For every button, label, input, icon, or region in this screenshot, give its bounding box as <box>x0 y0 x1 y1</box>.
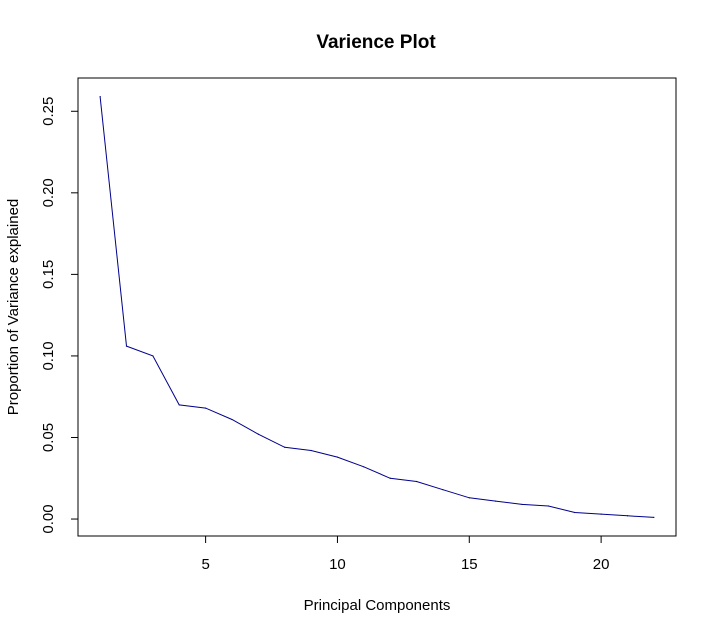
y-axis: 0.00 0.05 0.10 0.15 0.20 0.25 <box>40 97 79 534</box>
y-tick-label: 0.00 <box>40 504 57 533</box>
data-point <box>415 480 418 483</box>
data-point <box>125 345 128 347</box>
x-tick-label: 15 <box>461 556 478 573</box>
x-axis: 5 10 15 20 <box>201 535 610 573</box>
data-point <box>205 407 207 409</box>
x-axis-label: Principal Components <box>304 597 451 614</box>
y-tick-label: 0.20 <box>40 178 57 207</box>
y-tick-label: 0.15 <box>40 260 57 289</box>
data-point <box>257 433 259 435</box>
chart-title: Varience Plot <box>316 32 436 53</box>
data-point <box>521 503 523 505</box>
series-line <box>99 96 654 518</box>
data-point <box>310 449 312 452</box>
data-point <box>468 497 470 499</box>
x-tick-label: 5 <box>201 556 209 573</box>
data-point <box>389 477 391 479</box>
data-point <box>547 505 549 507</box>
y-tick-label: 0.05 <box>40 423 57 452</box>
y-tick-label: 0.25 <box>40 97 57 126</box>
data-point <box>653 516 655 519</box>
data-point <box>626 515 629 517</box>
data-point <box>600 513 602 515</box>
y-tick-label: 0.10 <box>40 341 57 370</box>
x-tick-label: 20 <box>593 556 610 573</box>
x-tick-label: 10 <box>329 556 346 573</box>
data-point <box>442 489 444 491</box>
plot-frame <box>77 77 677 537</box>
data-point <box>152 355 154 357</box>
data-point <box>495 500 497 502</box>
data-point <box>231 418 233 421</box>
y-axis-label: Proportion of Variance explained <box>5 199 22 416</box>
data-point <box>178 404 180 406</box>
data-point <box>284 446 286 448</box>
data-point <box>574 511 576 514</box>
data-point <box>99 95 101 98</box>
series-layer <box>99 95 655 519</box>
data-point <box>336 456 339 458</box>
data-point <box>363 466 365 468</box>
